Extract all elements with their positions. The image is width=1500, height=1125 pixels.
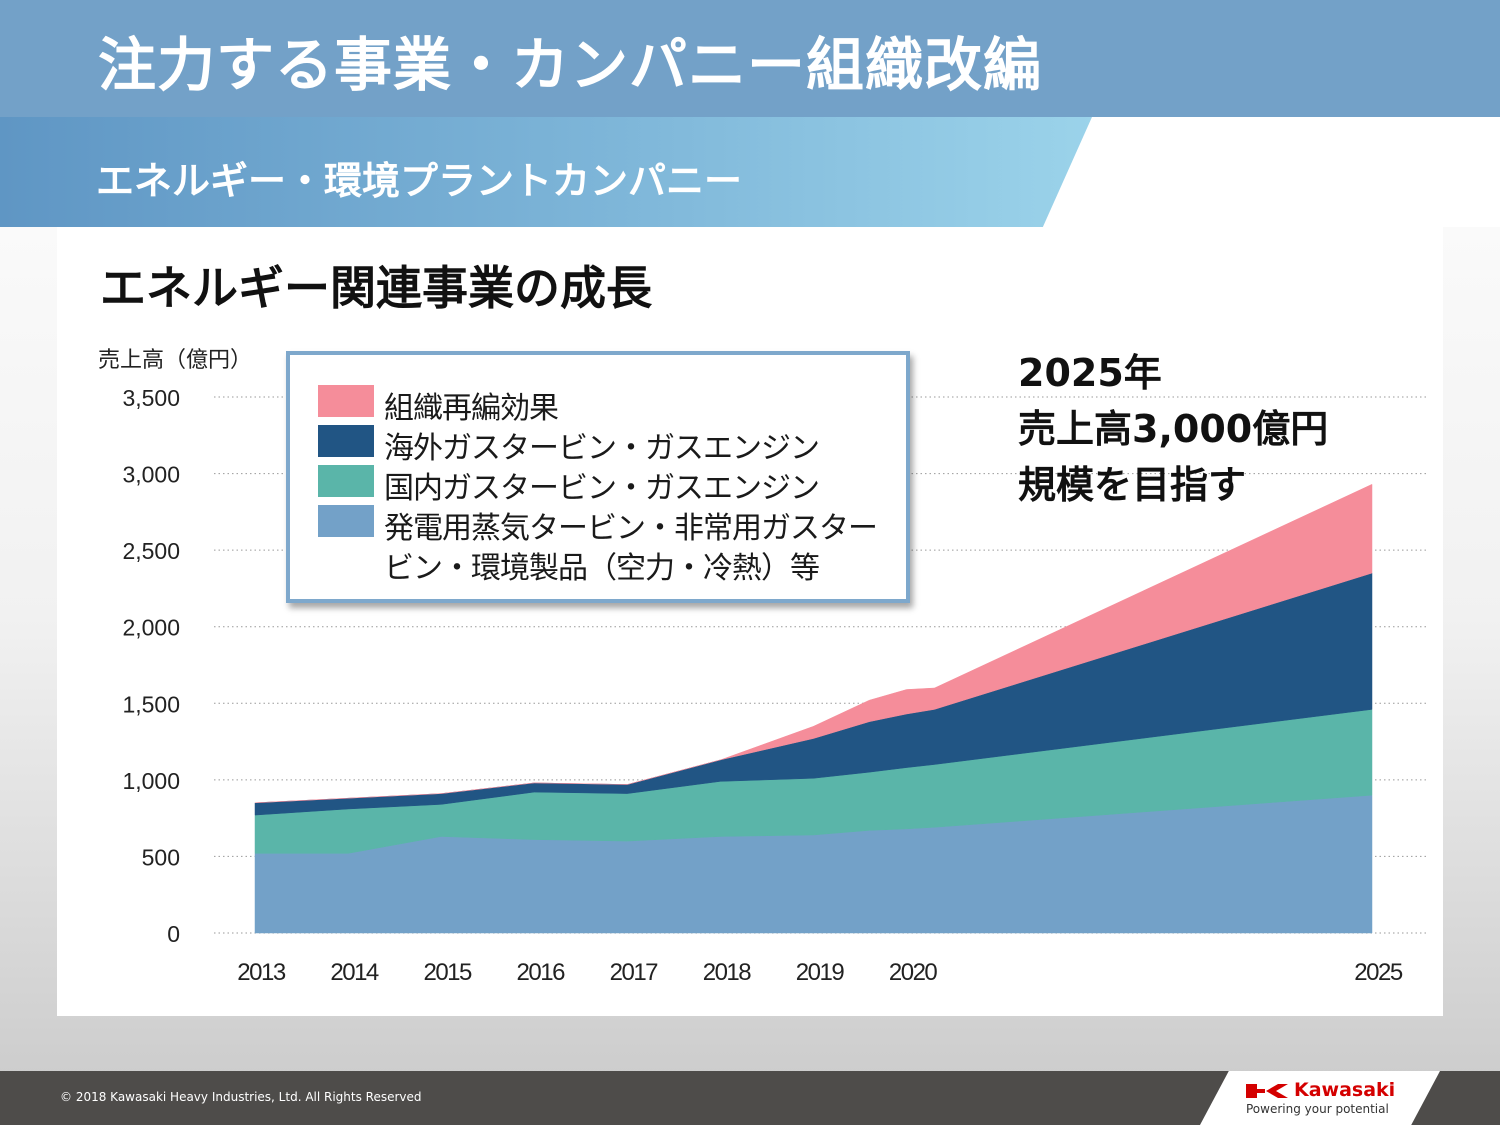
x-tick-label: 2018 — [703, 959, 752, 986]
legend-swatch — [318, 465, 374, 497]
y-tick-label: 1,500 — [122, 691, 180, 717]
x-tick-label: 2014 — [330, 959, 379, 986]
copyright-text: © 2018 Kawasaki Heavy Industries, Ltd. A… — [60, 1090, 422, 1104]
y-tick-label: 1,000 — [122, 768, 180, 794]
legend-label: 海外ガスタービン・ガスエンジン — [384, 431, 820, 466]
x-tick-label: 2020 — [889, 959, 938, 986]
legend-swatch — [318, 505, 374, 537]
y-axis-label: 売上高（億円） — [98, 348, 253, 373]
area-series-3 — [254, 483, 1373, 804]
x-tick-label: 2017 — [610, 959, 659, 986]
chart-legend: 組織再編効果 海外ガスタービン・ガスエンジン 国内ガスタービン・ガスエンジン 発… — [286, 351, 910, 603]
x-tick-label: 2013 — [237, 959, 286, 986]
x-tick-label: 2015 — [423, 959, 472, 986]
legend-swatch — [318, 425, 374, 457]
y-tick-label: 3,500 — [122, 385, 180, 411]
legend-label: 組織再編効果 — [384, 391, 559, 426]
legend-label-line1: 発電用蒸気タービン・非常用ガスター — [384, 511, 878, 546]
subtitle-band — [0, 117, 1092, 227]
logo-background — [1200, 1071, 1440, 1125]
y-tick-label: 2,500 — [122, 538, 180, 564]
y-tick-label: 2,000 — [122, 615, 180, 641]
target-annotation: 2025年 売上高3,000億円 規模を目指す — [1018, 345, 1328, 513]
legend-label-line2: ビン・環境製品（空力・冷熱）等 — [384, 551, 820, 586]
y-tick-label: 0 — [167, 921, 180, 947]
kawasaki-logo-icon — [1246, 1084, 1288, 1098]
annotation-line: 規模を目指す — [1018, 463, 1247, 507]
annotation-line: 売上高3,000億円 — [1018, 407, 1329, 451]
chart-heading: エネルギー関連事業の成長 — [100, 261, 652, 315]
logo-tagline: Powering your potential — [1246, 1102, 1389, 1116]
title-bar — [0, 0, 1500, 117]
annotation-line: 2025年 — [1018, 351, 1162, 395]
legend-swatch — [318, 385, 374, 417]
y-tick-label: 3,000 — [122, 462, 180, 488]
section-subtitle: エネルギー・環境プラントカンパニー — [96, 159, 743, 203]
page-title: 注力する事業・カンパニー組織改編 — [98, 31, 1043, 99]
legend-label: 国内ガスタービン・ガスエンジン — [384, 471, 820, 506]
x-tick-label: 2016 — [517, 959, 566, 986]
x-tick-label: 2025 — [1354, 959, 1403, 986]
x-tick-label: 2019 — [796, 959, 845, 986]
logo-wordmark: Kawasaki — [1294, 1079, 1396, 1101]
y-tick-label: 500 — [142, 844, 180, 870]
